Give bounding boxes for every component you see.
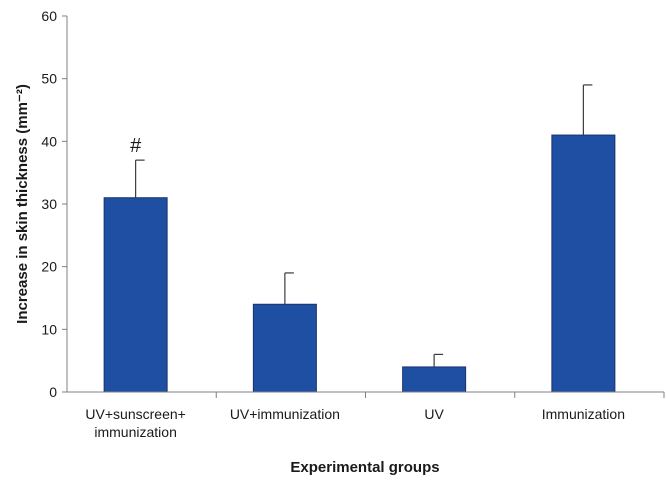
y-tick-label: 40	[41, 133, 57, 149]
bar	[402, 366, 467, 393]
y-axis-ticks: 0 10 20 30 40 50 60	[41, 8, 665, 400]
bar	[551, 134, 616, 393]
y-tick-label: 10	[41, 321, 57, 337]
x-axis-title: Experimental groups	[290, 459, 439, 476]
x-category-label: UV	[424, 406, 444, 422]
x-axis-categories: UV+sunscreen+ immunization UV+immunization…	[85, 406, 625, 440]
error-bars	[135, 84, 593, 367]
x-category-label: UV+immunization	[230, 406, 340, 422]
y-tick-label: 50	[41, 71, 57, 87]
x-category-label: Immunization	[542, 406, 625, 422]
bars	[103, 134, 616, 393]
bar-annotations: #	[130, 135, 142, 157]
y-tick-label: 60	[41, 8, 57, 24]
x-category-label: immunization	[94, 424, 176, 440]
y-tick-label: 30	[41, 196, 57, 212]
x-category-label: UV+sunscreen+	[85, 406, 185, 422]
y-axis-title: Increase in skin thickness (mm⁻²)	[14, 84, 31, 324]
bar	[252, 303, 317, 393]
bar	[103, 197, 168, 393]
y-tick-label: 0	[49, 384, 57, 400]
significance-marker: #	[130, 135, 142, 157]
y-tick-label: 20	[41, 259, 57, 275]
